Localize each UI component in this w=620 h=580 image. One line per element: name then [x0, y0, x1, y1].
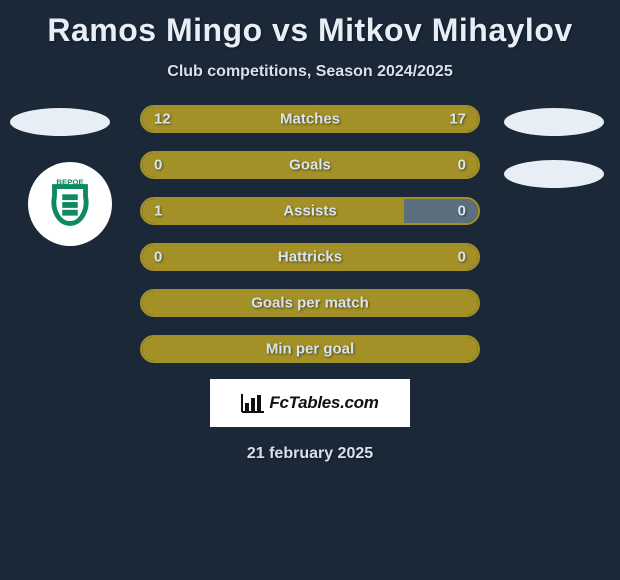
stat-label: Matches: [280, 111, 340, 128]
stat-bar: 0 Hattricks 0: [140, 243, 480, 271]
stat-value-right: 17: [449, 111, 466, 128]
comparison-subtitle: Club competitions, Season 2024/2025: [0, 63, 620, 81]
stat-label: Assists: [283, 203, 336, 220]
fctables-logo-text: FcTables.com: [269, 393, 378, 413]
stat-label: Goals: [289, 157, 331, 174]
stat-label: Hattricks: [278, 249, 342, 266]
stat-bar-fill-right: [404, 199, 478, 223]
stat-label: Min per goal: [266, 341, 354, 358]
svg-text:BEPOE: BEPOE: [56, 178, 83, 187]
stat-bar: 0 Goals 0: [140, 151, 480, 179]
bar-chart-icon: [241, 393, 265, 413]
stat-bar-fill-left: [142, 199, 404, 223]
comparison-title: Ramos Mingo vs Mitkov Mihaylov: [0, 0, 620, 49]
stat-bars: 12 Matches 17 0 Goals 0 1 Assists 0 0 Hattricks 0 Go…: [140, 105, 480, 363]
player-left-photo-placeholder: [10, 108, 110, 136]
player-right-photo-placeholder-1: [504, 108, 604, 136]
stat-bar-fill-right: [310, 153, 478, 177]
comparison-arena: BEPOE 12 Matches 17 0 Goals 0 1 Assists 0 0 Hattri…: [0, 105, 620, 363]
stat-bar: Min per goal: [140, 335, 480, 363]
stat-value-left: 1: [154, 203, 162, 220]
beroe-crest-icon: BEPOE: [39, 173, 101, 235]
stat-label: Goals per match: [251, 295, 369, 312]
stat-value-right: 0: [458, 249, 466, 266]
stat-value-right: 0: [458, 157, 466, 174]
stat-value-left: 0: [154, 157, 162, 174]
stat-bar-fill-left: [142, 153, 310, 177]
stat-value-right: 0: [458, 203, 466, 220]
stat-bar: 1 Assists 0: [140, 197, 480, 225]
stat-value-left: 0: [154, 249, 162, 266]
fctables-logo[interactable]: FcTables.com: [210, 379, 410, 427]
stat-bar: Goals per match: [140, 289, 480, 317]
stat-bar: 12 Matches 17: [140, 105, 480, 133]
snapshot-date: 21 february 2025: [0, 445, 620, 463]
player-left-club-badge: BEPOE: [28, 162, 112, 246]
player-right-photo-placeholder-2: [504, 160, 604, 188]
stat-value-left: 12: [154, 111, 171, 128]
